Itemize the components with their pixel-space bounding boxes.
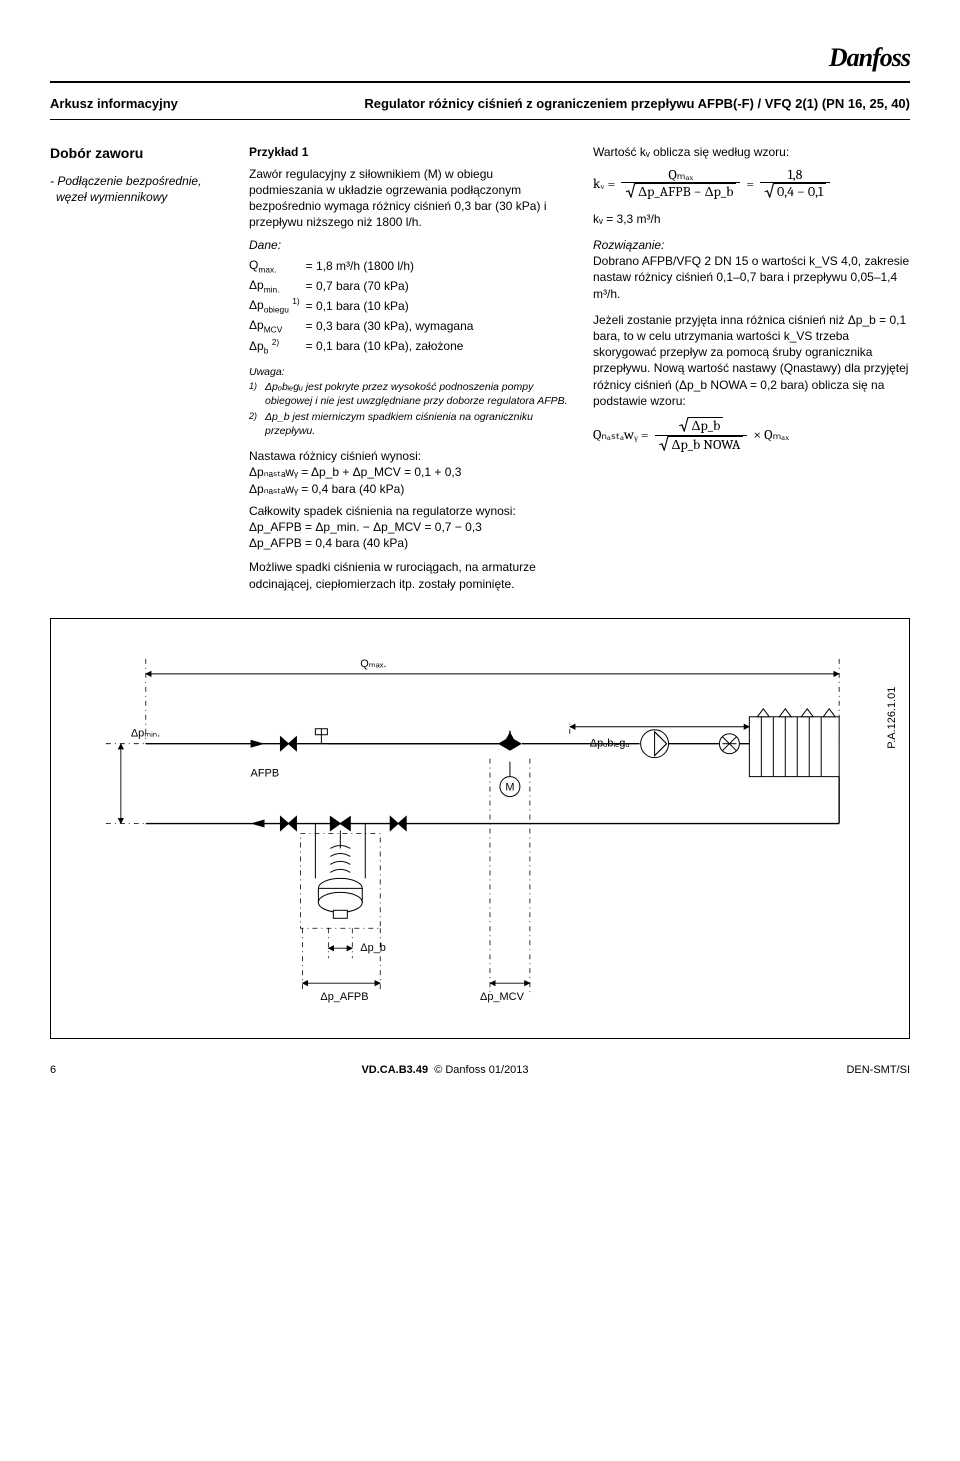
example-title: Przykład 1 — [249, 144, 569, 160]
hydraulic-diagram: Qₘₐₓ. Δpₘᵢₙ. M Δpₒbᵢₑgᵤ — [51, 619, 909, 1038]
bullet-dash: - — [50, 174, 54, 188]
footer-center: VD.CA.B3.49 © Danfoss 01/2013 — [80, 1063, 810, 1078]
dane-table: Qmax. = 1,8 m³/h (1800 l/h) Δpmin. = 0,7… — [249, 257, 479, 358]
header-left: Arkusz informacyjny — [50, 95, 178, 113]
header-right: Regulator różnicy ciśnień z ograniczenie… — [364, 95, 910, 113]
mozliwe-note: Możliwe spadki ciśnienia w rurociągach, … — [249, 559, 569, 591]
content-columns: Dobór zaworu - Podłączenie bezpośrednie,… — [50, 144, 910, 598]
calkowity-line-2: Δp_AFPB = 0,4 bara (40 kPa) — [249, 535, 569, 551]
uwaga-heading: Uwaga: — [249, 365, 569, 379]
radiator-icon — [749, 709, 839, 777]
page-header: Arkusz informacyjny Regulator różnicy ci… — [50, 95, 910, 113]
column-middle: Przykład 1 Zawór regulacyjny z siłowniki… — [249, 144, 569, 598]
page-number: 6 — [50, 1063, 80, 1078]
footer-right: DEN-SMT/SI — [810, 1063, 910, 1078]
label-dpobiegu: Δpₒbᵢₑgᵤ — [590, 737, 630, 749]
dane-row: Δpb 2) = 0,1 bara (10 kPa), założone — [249, 337, 479, 358]
footnote-2: 2) Δp_b jest mierniczym spadkiem ciśnien… — [249, 410, 569, 438]
dane-heading: Dane: — [249, 237, 569, 253]
label-dpmin: Δpₘᵢₙ. — [131, 728, 160, 740]
page-footer: 6 VD.CA.B3.49 © Danfoss 01/2013 DEN-SMT/… — [50, 1063, 910, 1078]
rozwiazanie-heading: Rozwiązanie: — [593, 237, 910, 253]
nastawa-heading: Nastawa różnicy ciśnień wynosi: — [249, 448, 569, 464]
calkowity-heading: Całkowity spadek ciśnienia na regulatorz… — [249, 503, 569, 519]
nastawa-line-2: Δpₙₐₛₜₐwᵧ = 0,4 bara (40 kPa) — [249, 481, 569, 497]
brand-logo-row: Danfoss — [50, 40, 910, 75]
column-right: Wartość kᵥ oblicza się według wzoru: kᵥ … — [593, 144, 910, 598]
uwaga-block: Uwaga: 1) Δpₒbᵢₑgᵤ jest pokryte przez wy… — [249, 365, 569, 438]
rozwiazanie-body: Dobrano AFPB/VFQ 2 DN 15 o wartości k_VS… — [593, 253, 910, 302]
dane-row: ΔpMCV = 0,3 bara (30 kPa), wymagana — [249, 317, 479, 337]
label-dpafpb: Δp_AFPB — [320, 991, 368, 1003]
rule-bottom — [50, 119, 910, 120]
kv-heading: Wartość kᵥ oblicza się według wzoru: — [593, 144, 910, 160]
rule-top — [50, 81, 910, 83]
connection-type-text: Podłączenie bezpośrednie, węzeł wymienni… — [56, 174, 201, 204]
calkowity-line-1: Δp_AFPB = Δp_min. − Δp_MCV = 0,7 − 0,3 — [249, 519, 569, 535]
connection-type: - Podłączenie bezpośrednie, węzeł wymien… — [56, 173, 225, 205]
dane-row: Qmax. = 1,8 m³/h (1800 l/h) — [249, 257, 479, 277]
example-intro: Zawór regulacyjny z siłownikiem (M) w ob… — [249, 166, 569, 231]
column-left: Dobór zaworu - Podłączenie bezpośrednie,… — [50, 144, 225, 598]
actuator-spring-icon — [318, 830, 362, 918]
footnote-1: 1) Δpₒbᵢₑgᵤ jest pokryte przez wysokość … — [249, 380, 569, 408]
brand-logo: Danfoss — [829, 43, 910, 72]
diagram-ref: P.A.126.1.01 — [886, 686, 898, 748]
label-m: M — [505, 781, 514, 793]
dane-row: Δpobiegu 1) = 0,1 bara (10 kPa) — [249, 296, 479, 317]
dane-row: Δpmin. = 0,7 bara (70 kPa) — [249, 277, 479, 297]
qnastawy-formula: Qₙₐₛₜₐwᵧ = √Δp_b √Δp_b NOWA × Qₘₐₓ — [593, 417, 910, 454]
label-dpb: Δp_b — [360, 942, 386, 954]
diagram-frame: Qₘₐₓ. Δpₘᵢₙ. M Δpₒbᵢₑgᵤ — [50, 618, 910, 1039]
label-afpb: AFPB — [251, 767, 280, 779]
section-title: Dobór zaworu — [50, 144, 225, 163]
para-nowa: Jeżeli zostanie przyjęta inna różnica ci… — [593, 312, 910, 409]
kv-formula: kᵥ = Qₘₐₓ √Δp_AFPB − Δp_b = 1,8 √0,4 − 0… — [593, 168, 910, 201]
nastawa-line-1: Δpₙₐₛₜₐwᵧ = Δp_b + Δp_MCV = 0,1 + 0,3 — [249, 464, 569, 480]
label-qmax: Qₘₐₓ. — [360, 658, 386, 670]
kv-result: kᵥ = 3,3 m³/h — [593, 211, 910, 227]
label-dpmcv: Δp_MCV — [480, 991, 525, 1003]
